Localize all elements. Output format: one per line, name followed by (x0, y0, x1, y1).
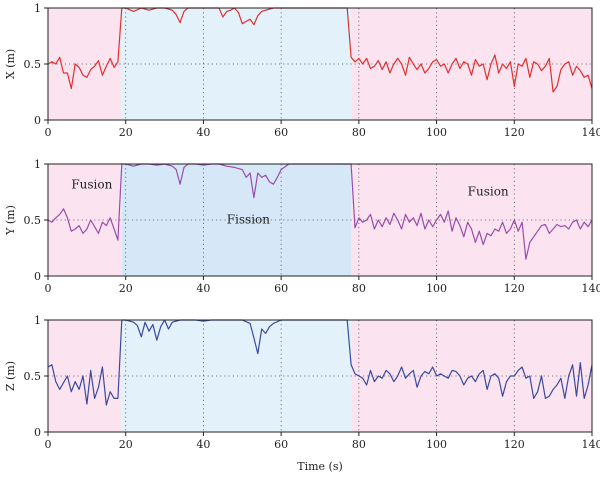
x-tick-label: 120 (504, 126, 525, 139)
y-axis-title: Y (m) (4, 205, 17, 236)
x-tick-label: 60 (274, 126, 288, 139)
y-tick-label: 1 (34, 158, 41, 171)
x-tick-label: 120 (504, 438, 525, 451)
x-tick-label: 80 (352, 438, 366, 451)
x-tick-label: 20 (119, 438, 133, 451)
y-tick-label: 0.5 (24, 370, 42, 383)
x-tick-label: 100 (426, 126, 447, 139)
x-axis-title: Time (s) (297, 460, 343, 473)
x-tick-label: 60 (274, 438, 288, 451)
x-tick-label: 100 (426, 282, 447, 295)
region-band (351, 8, 592, 120)
x-tick-label: 40 (196, 438, 210, 451)
x-tick-label: 20 (119, 282, 133, 295)
region-label: Fission (227, 212, 271, 226)
y-tick-label: 0 (34, 114, 41, 127)
x-tick-label: 0 (45, 282, 52, 295)
panel-x: 0 20 40 60 80 100 120 140 0 0.5 1 X (m) (4, 2, 600, 139)
region-label: Fusion (468, 184, 509, 198)
y-tick-label: 0.5 (24, 214, 42, 227)
x-tick-label: 60 (274, 282, 288, 295)
y-tick-label: 0 (34, 270, 41, 283)
panel-z: 0 20 40 60 80 100 120 140 0 0.5 1 Z (m) Time (s) (4, 314, 600, 473)
region-band (48, 8, 122, 120)
y-tick-label: 1 (34, 314, 41, 327)
x-tick-label: 80 (352, 282, 366, 295)
x-tick-label: 120 (504, 282, 525, 295)
region-band (48, 320, 122, 432)
y-tick-label: 0 (34, 426, 41, 439)
x-tick-label: 40 (196, 282, 210, 295)
x-tick-label: 80 (352, 126, 366, 139)
region-label: Fusion (71, 178, 112, 192)
y-axis-title: Z (m) (4, 361, 17, 391)
region-band (121, 8, 352, 120)
x-tick-label: 140 (582, 438, 600, 451)
x-tick-label: 20 (119, 126, 133, 139)
x-tick-label: 0 (45, 438, 52, 451)
y-tick-label: 0.5 (24, 58, 42, 71)
panel-y: 0 20 40 60 80 100 120 140 0 0.5 1 Y (m) Fusion Fissio… (4, 158, 600, 295)
x-tick-label: 0 (45, 126, 52, 139)
x-tick-label: 140 (582, 282, 600, 295)
x-tick-label: 40 (196, 126, 210, 139)
y-tick-label: 1 (34, 2, 41, 15)
x-tick-label: 100 (426, 438, 447, 451)
y-axis-title: X (m) (4, 49, 17, 79)
x-tick-label: 140 (582, 126, 600, 139)
